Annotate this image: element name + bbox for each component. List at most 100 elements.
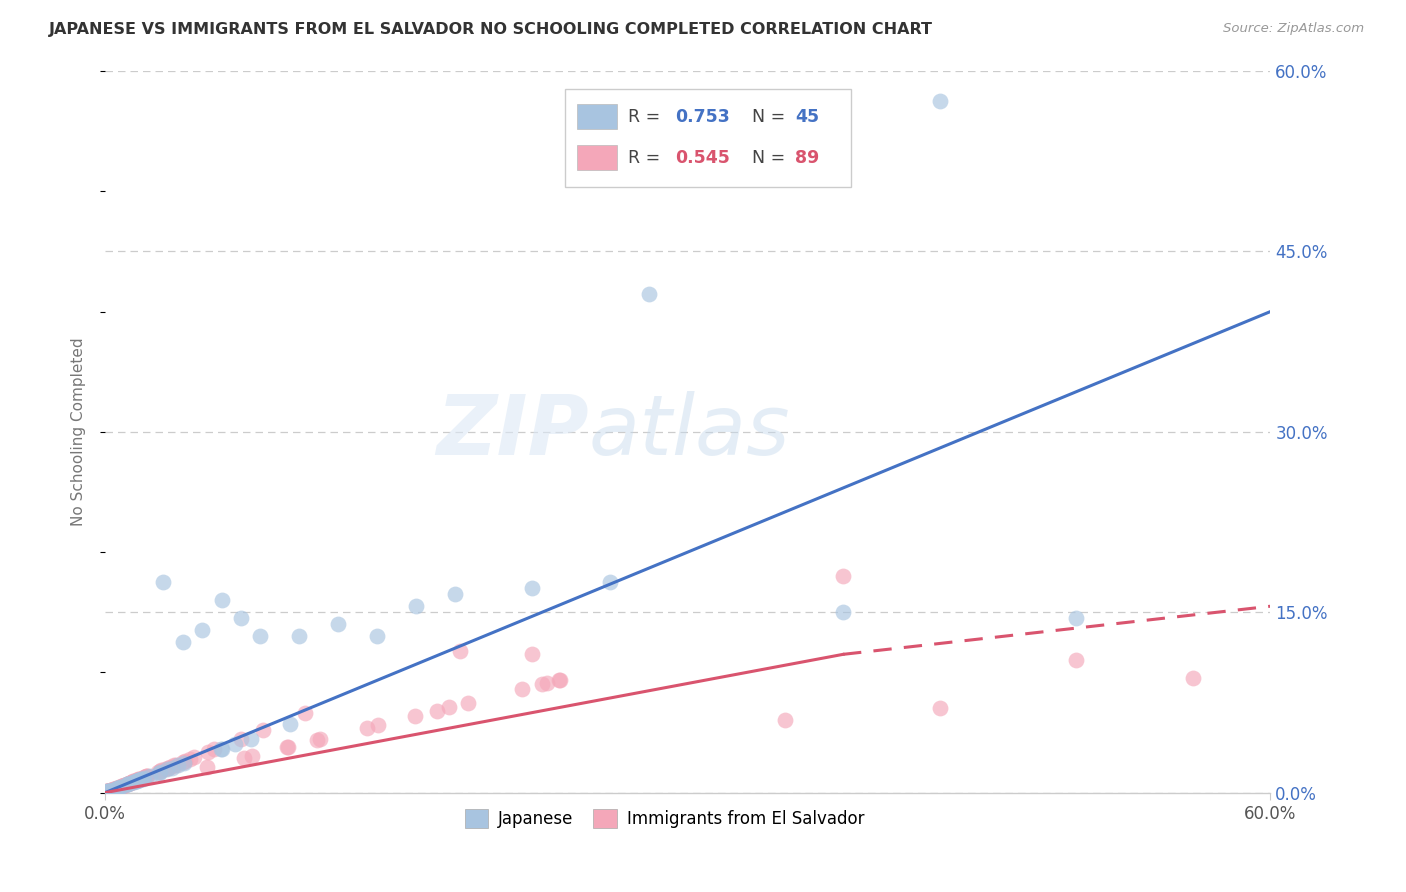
Point xyxy=(110,780,132,794)
Point xyxy=(288,629,311,643)
Point xyxy=(224,737,246,751)
Point xyxy=(100,783,122,797)
Point xyxy=(134,770,156,784)
Text: JAPANESE VS IMMIGRANTS FROM EL SALVADOR NO SCHOOLING COMPLETED CORRELATION CHART: JAPANESE VS IMMIGRANTS FROM EL SALVADOR … xyxy=(49,22,934,37)
Point xyxy=(111,779,134,793)
Point xyxy=(832,605,855,619)
Point xyxy=(128,772,150,786)
Point xyxy=(183,750,205,764)
Point xyxy=(120,775,142,789)
Point xyxy=(536,676,558,690)
Point xyxy=(195,760,218,774)
Point xyxy=(117,777,139,791)
Text: Source: ZipAtlas.com: Source: ZipAtlas.com xyxy=(1223,22,1364,36)
Point xyxy=(125,772,148,787)
Point xyxy=(457,696,479,710)
Point xyxy=(105,781,128,796)
Text: 0.545: 0.545 xyxy=(675,149,730,167)
Legend: Japanese, Immigrants from El Salvador: Japanese, Immigrants from El Salvador xyxy=(458,802,870,835)
Text: N =: N = xyxy=(752,149,790,167)
Point xyxy=(173,756,195,771)
Point xyxy=(163,758,186,772)
Point xyxy=(367,718,389,732)
Point xyxy=(111,779,134,793)
Point xyxy=(124,774,146,789)
Point xyxy=(162,761,184,775)
Point xyxy=(146,764,169,779)
Point xyxy=(522,581,544,595)
Point xyxy=(118,776,141,790)
Point xyxy=(127,772,149,787)
Point xyxy=(127,772,149,787)
Point xyxy=(522,648,544,662)
Text: atlas: atlas xyxy=(589,392,790,473)
Point xyxy=(98,784,121,798)
Point xyxy=(405,599,427,614)
Point xyxy=(101,783,124,797)
Point xyxy=(105,780,128,795)
Point xyxy=(108,780,131,794)
Point xyxy=(309,732,332,747)
Point xyxy=(114,778,136,792)
Point xyxy=(548,673,571,687)
Point xyxy=(531,677,554,691)
Point xyxy=(252,723,274,737)
Point xyxy=(229,731,252,746)
Point xyxy=(172,635,194,649)
Point xyxy=(107,780,129,795)
Point xyxy=(100,783,122,797)
FancyBboxPatch shape xyxy=(576,104,617,128)
Point xyxy=(179,752,201,766)
Point xyxy=(1064,653,1087,667)
Point xyxy=(122,775,145,789)
Point xyxy=(125,774,148,789)
Point xyxy=(121,775,143,789)
Point xyxy=(149,765,172,780)
Point xyxy=(156,761,179,775)
Point xyxy=(637,286,659,301)
Point xyxy=(449,644,471,658)
Point xyxy=(122,774,145,789)
Point xyxy=(124,773,146,788)
Point xyxy=(197,745,219,759)
Point xyxy=(115,777,138,791)
Point xyxy=(277,740,299,755)
Point xyxy=(112,778,135,792)
Point xyxy=(1064,611,1087,625)
Point xyxy=(305,733,328,747)
Point xyxy=(120,775,142,789)
Point xyxy=(128,773,150,788)
Point xyxy=(114,778,136,792)
Point xyxy=(96,784,118,798)
Point xyxy=(101,782,124,797)
Point xyxy=(100,783,122,797)
Point xyxy=(129,772,152,787)
Text: N =: N = xyxy=(752,108,790,126)
Point xyxy=(107,780,129,795)
Point xyxy=(510,682,533,697)
Point xyxy=(136,769,159,783)
Point xyxy=(202,742,225,756)
Point xyxy=(404,709,426,723)
Point xyxy=(115,777,138,791)
Point xyxy=(211,742,233,756)
Point xyxy=(110,780,132,794)
Point xyxy=(138,769,160,783)
FancyBboxPatch shape xyxy=(565,89,851,186)
Point xyxy=(249,629,271,643)
Point xyxy=(232,751,254,765)
Text: 0.753: 0.753 xyxy=(675,108,730,126)
Point xyxy=(136,769,159,783)
Point xyxy=(104,781,127,796)
Point xyxy=(97,784,120,798)
Point xyxy=(135,769,157,783)
Point xyxy=(152,575,174,590)
Text: ZIP: ZIP xyxy=(436,392,589,473)
Point xyxy=(97,784,120,798)
Point xyxy=(174,754,197,768)
Point xyxy=(97,784,120,798)
Point xyxy=(148,765,170,780)
Point xyxy=(211,593,233,607)
Point xyxy=(294,706,316,720)
Point xyxy=(128,773,150,788)
